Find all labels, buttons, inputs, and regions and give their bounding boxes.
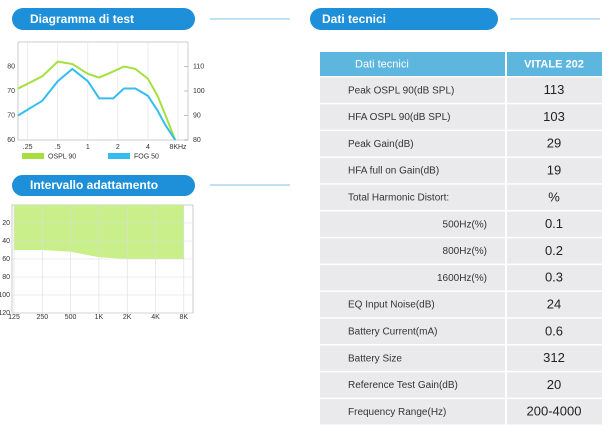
row-value: 20 xyxy=(547,377,561,392)
table-row xyxy=(320,291,505,318)
y-tick-label: 110 xyxy=(193,63,204,70)
table-header xyxy=(320,52,505,76)
table-row xyxy=(507,104,602,130)
x-tick-label: 125 xyxy=(8,314,20,321)
table-row xyxy=(320,372,505,398)
x-tick-label: 250 xyxy=(36,314,48,321)
row-label: Battery Current(mA) xyxy=(348,326,437,337)
row-value: 312 xyxy=(543,350,565,365)
y-tick-label: 100 xyxy=(0,292,10,299)
row-value: 19 xyxy=(547,162,561,177)
section-title: Dati tecnici xyxy=(322,12,386,26)
table-row xyxy=(320,131,505,157)
x-tick-label: 8K xyxy=(180,314,189,321)
table-row xyxy=(320,157,505,184)
table-row xyxy=(320,104,505,130)
row-value: % xyxy=(548,189,560,204)
x-tick-label: 1K xyxy=(95,314,104,321)
legend-label: OSPL 90 xyxy=(48,153,76,160)
table-row xyxy=(507,131,602,157)
table-row xyxy=(507,345,602,371)
row-label: 800Hz(%) xyxy=(443,246,487,257)
table-row xyxy=(320,184,505,210)
row-value: 24 xyxy=(547,296,561,311)
y-tick-label: 60 xyxy=(7,137,15,144)
header-cell: Dati tecnici xyxy=(355,58,409,70)
y-tick-label: 40 xyxy=(2,238,10,245)
y-tick-label: 60 xyxy=(2,256,10,263)
y-tick-label: 70 xyxy=(7,112,15,119)
table-row xyxy=(507,77,602,103)
y-tick-label: 80 xyxy=(7,63,15,70)
table-row xyxy=(507,157,602,184)
table-header xyxy=(507,52,602,76)
row-label: Total Harmonic Distort: xyxy=(348,192,449,203)
row-label: Frequency Range(Hz) xyxy=(348,407,446,418)
table-row xyxy=(507,372,602,398)
section-pill xyxy=(310,8,498,30)
row-value: 0.2 xyxy=(545,243,563,258)
row-label: Battery Size xyxy=(348,353,402,364)
row-label: Peak OSPL 90(dB SPL) xyxy=(348,85,454,96)
table-row xyxy=(320,318,505,344)
y-tick-label: 70 xyxy=(7,88,15,95)
row-label: 500Hz(%) xyxy=(443,219,487,230)
x-tick-label: 4 xyxy=(146,144,150,151)
y-tick-label: 120 xyxy=(0,310,10,317)
y-tick-label: 20 xyxy=(2,220,10,227)
x-tick-label: .25 xyxy=(23,144,33,151)
legend-label: FOG 50 xyxy=(134,153,159,160)
y-tick-label: 80 xyxy=(2,274,10,281)
legend-swatch xyxy=(108,153,130,159)
row-label: Peak Gain(dB) xyxy=(348,139,414,150)
x-tick-label: 1 xyxy=(86,144,90,151)
table-row xyxy=(507,238,602,264)
table-row xyxy=(320,77,505,103)
chart-frame xyxy=(17,41,189,141)
table-row xyxy=(320,345,505,371)
header-cell: VITALE 202 xyxy=(524,58,584,70)
row-value: 200-4000 xyxy=(527,404,582,419)
row-value: 0.1 xyxy=(545,216,563,231)
curve xyxy=(17,60,177,141)
x-tick-label: .5 xyxy=(55,144,61,151)
row-value: 103 xyxy=(543,109,565,124)
section-pill xyxy=(12,175,195,196)
table-row xyxy=(507,399,602,425)
table-row xyxy=(507,265,602,291)
table-row xyxy=(320,238,505,264)
table-row xyxy=(507,291,602,318)
x-tick-label: 2K xyxy=(123,314,132,321)
x-tick-label: 2 xyxy=(116,144,120,151)
section-pill xyxy=(12,8,195,30)
section-title: Intervallo adattamento xyxy=(30,178,158,192)
table-row xyxy=(320,399,505,425)
table-row xyxy=(320,211,505,237)
y-tick-label: 90 xyxy=(193,112,201,119)
x-tick-label: 8KHz xyxy=(169,144,187,151)
y-tick-label: 100 xyxy=(193,88,205,95)
x-tick-label: 500 xyxy=(65,314,77,321)
row-label: 1600Hz(%) xyxy=(437,273,487,284)
row-label: HFA OSPL 90(dB SPL) xyxy=(348,112,450,123)
table-row xyxy=(507,211,602,237)
table-row xyxy=(507,318,602,344)
row-label: EQ Input Noise(dB) xyxy=(348,300,435,311)
y-tick-label: 80 xyxy=(193,137,201,144)
row-value: 0.3 xyxy=(545,270,563,285)
curve xyxy=(17,67,177,141)
row-value: 113 xyxy=(544,82,565,97)
row-value: 29 xyxy=(547,136,561,151)
row-label: HFA full on Gain(dB) xyxy=(348,166,439,177)
x-tick-label: 4K xyxy=(151,314,160,321)
section-title: Diagramma di test xyxy=(30,12,134,26)
table-row xyxy=(320,265,505,291)
table-row xyxy=(507,184,602,210)
row-value: 0.6 xyxy=(545,323,563,338)
legend-swatch xyxy=(22,153,44,159)
row-label: Reference Test Gain(dB) xyxy=(348,380,458,391)
